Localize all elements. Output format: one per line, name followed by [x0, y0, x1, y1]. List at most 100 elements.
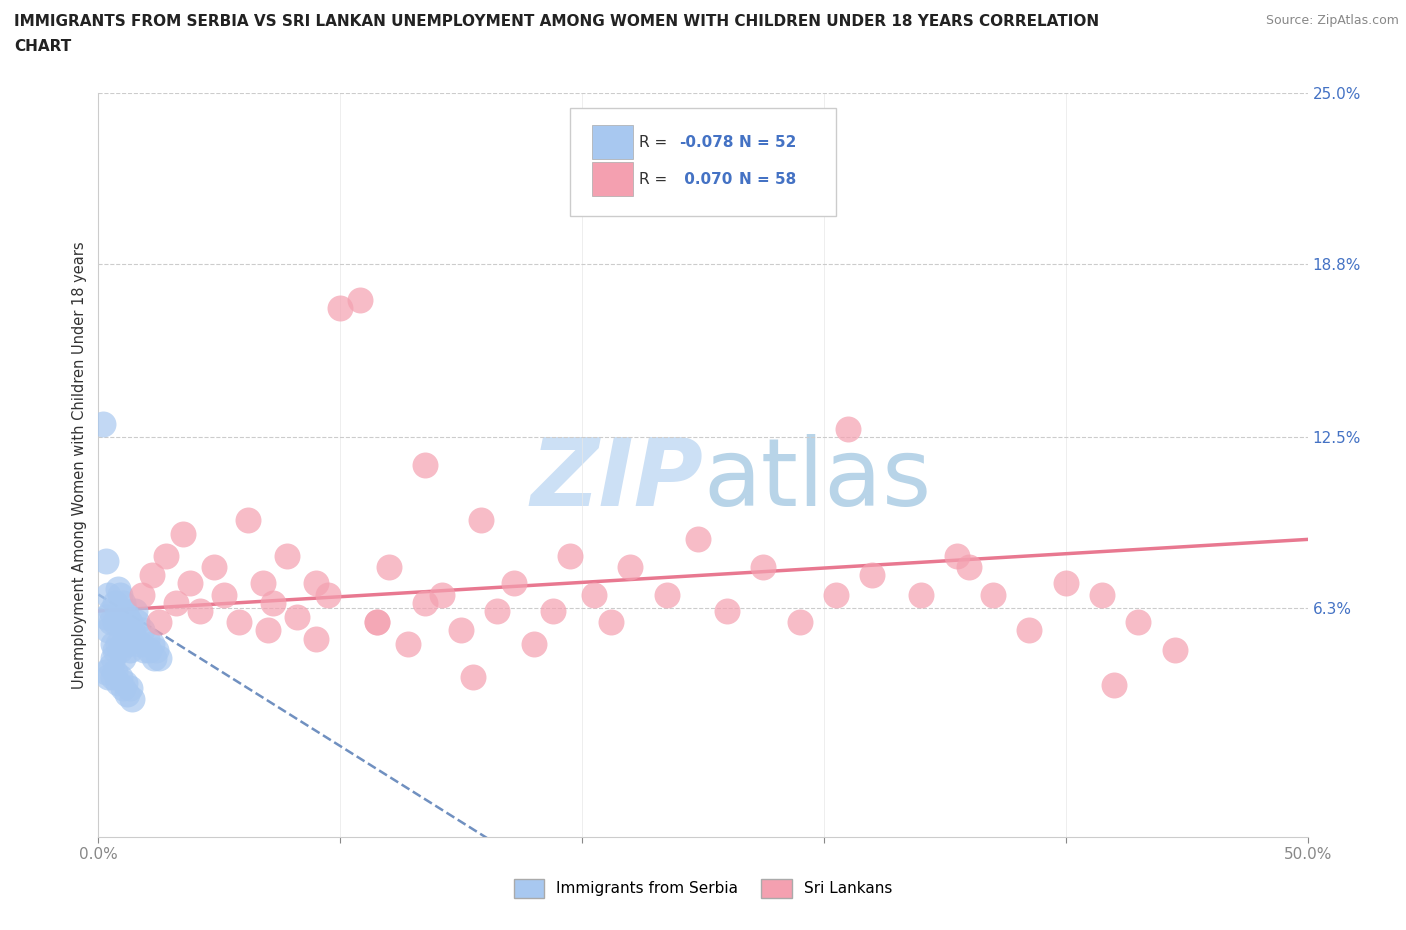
- Y-axis label: Unemployment Among Women with Children Under 18 years: Unemployment Among Women with Children U…: [72, 241, 87, 689]
- Point: [114, 675, 136, 690]
- Point: [837, 421, 859, 436]
- Point: [107, 637, 129, 652]
- Point: [101, 637, 124, 652]
- Point: [121, 692, 143, 707]
- Legend: Immigrants from Serbia, Sri Lankans: Immigrants from Serbia, Sri Lankans: [508, 873, 898, 904]
- Text: IMMIGRANTS FROM SERBIA VS SRI LANKAN UNEMPLOYMENT AMONG WOMEN WITH CHILDREN UNDE: IMMIGRANTS FROM SERBIA VS SRI LANKAN UNE…: [14, 14, 1099, 29]
- Point: [179, 576, 201, 591]
- Point: [825, 587, 848, 602]
- Point: [619, 560, 641, 575]
- Point: [558, 549, 581, 564]
- Text: R =: R =: [638, 135, 672, 150]
- Point: [135, 631, 157, 646]
- Text: -0.078: -0.078: [679, 135, 734, 150]
- Point: [503, 576, 526, 591]
- Point: [523, 637, 546, 652]
- Point: [127, 615, 149, 630]
- Point: [600, 615, 623, 630]
- Point: [94, 609, 117, 624]
- Point: [117, 609, 139, 624]
- FancyBboxPatch shape: [592, 162, 633, 196]
- Point: [1091, 587, 1114, 602]
- Point: [91, 417, 114, 432]
- Point: [131, 587, 153, 602]
- Point: [107, 609, 129, 624]
- Point: [143, 650, 166, 665]
- Point: [981, 587, 1004, 602]
- Point: [470, 512, 492, 527]
- Point: [349, 292, 371, 307]
- Point: [1128, 615, 1150, 630]
- Point: [430, 587, 453, 602]
- Point: [688, 532, 710, 547]
- Text: ZIP: ZIP: [530, 434, 703, 525]
- Point: [946, 549, 969, 564]
- Point: [377, 560, 399, 575]
- Text: CHART: CHART: [14, 39, 72, 54]
- Point: [1018, 623, 1040, 638]
- Point: [97, 623, 120, 638]
- FancyBboxPatch shape: [569, 108, 837, 216]
- Point: [94, 554, 117, 569]
- Point: [111, 681, 134, 696]
- Point: [101, 650, 124, 665]
- Point: [413, 458, 436, 472]
- Point: [100, 615, 122, 630]
- Point: [111, 615, 134, 630]
- Point: [108, 587, 131, 602]
- Point: [124, 631, 146, 646]
- Point: [583, 587, 606, 602]
- Text: R =: R =: [638, 172, 676, 187]
- Point: [957, 560, 980, 575]
- Point: [104, 615, 127, 630]
- Point: [305, 576, 328, 591]
- Text: Source: ZipAtlas.com: Source: ZipAtlas.com: [1265, 14, 1399, 27]
- Point: [104, 643, 127, 658]
- Point: [107, 675, 129, 690]
- Point: [131, 623, 153, 638]
- Text: N = 58: N = 58: [740, 172, 797, 187]
- Point: [138, 643, 160, 658]
- Point: [111, 595, 134, 610]
- Point: [188, 604, 211, 618]
- FancyBboxPatch shape: [592, 125, 633, 159]
- Point: [204, 560, 226, 575]
- Point: [104, 664, 127, 679]
- Point: [316, 587, 339, 602]
- Text: atlas: atlas: [703, 434, 931, 525]
- Point: [1102, 678, 1125, 693]
- Point: [117, 686, 139, 701]
- Point: [789, 615, 811, 630]
- Point: [655, 587, 678, 602]
- Point: [114, 604, 136, 618]
- Point: [450, 623, 472, 638]
- Point: [108, 615, 131, 630]
- Text: N = 52: N = 52: [740, 135, 797, 150]
- Point: [276, 549, 298, 564]
- Point: [463, 670, 485, 684]
- Point: [262, 595, 284, 610]
- Point: [101, 670, 124, 684]
- Point: [256, 623, 278, 638]
- Point: [252, 576, 274, 591]
- Point: [486, 604, 509, 618]
- Point: [172, 526, 194, 541]
- Point: [228, 615, 250, 630]
- Point: [305, 631, 328, 646]
- Point: [752, 560, 775, 575]
- Point: [111, 650, 134, 665]
- Point: [910, 587, 932, 602]
- Point: [329, 300, 352, 315]
- Point: [212, 587, 235, 602]
- Point: [118, 615, 141, 630]
- Text: 0.070: 0.070: [679, 172, 733, 187]
- Point: [285, 609, 308, 624]
- Point: [238, 512, 260, 527]
- Point: [716, 604, 738, 618]
- Point: [396, 637, 419, 652]
- Point: [134, 643, 156, 658]
- Point: [108, 670, 131, 684]
- Point: [860, 568, 883, 583]
- Point: [114, 631, 136, 646]
- Point: [141, 637, 163, 652]
